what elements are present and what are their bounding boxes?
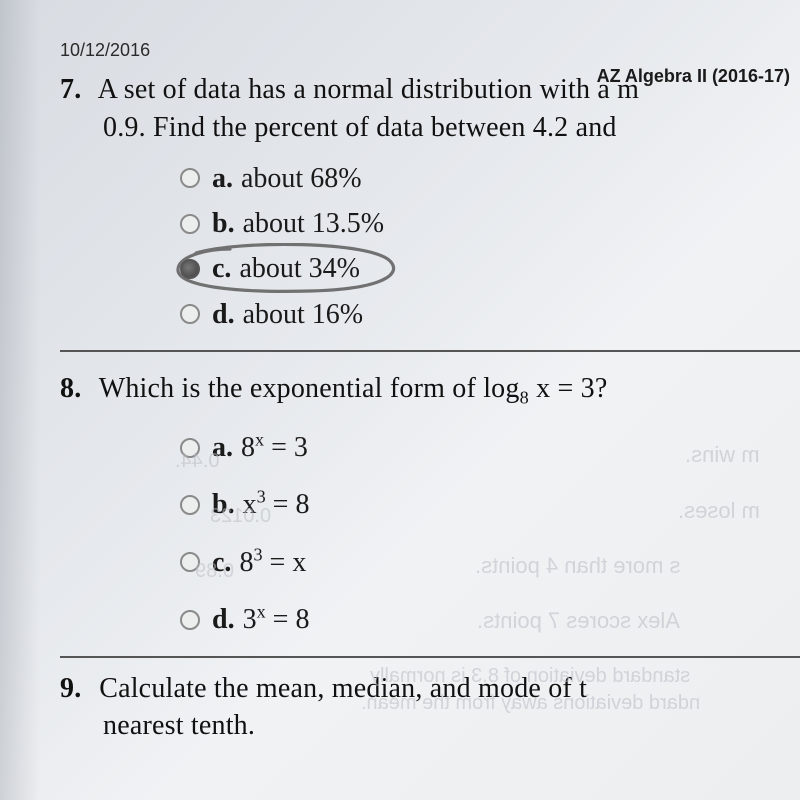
page-edge-shadow (0, 0, 40, 800)
course-header: AZ Algebra II (2016-17) (597, 66, 790, 87)
option-letter: a. (212, 157, 233, 200)
divider (60, 350, 800, 352)
date-header: 10/12/2016 (60, 40, 800, 61)
q7-line2: 0.9. Find the percent of data between 4.… (103, 109, 800, 147)
q7-text-line1: A set of data has a normal distribution … (98, 74, 640, 105)
q9-line2: nearest tenth. (103, 707, 800, 745)
q8-stem-mid: x = 3? (529, 373, 608, 404)
q8-option-b[interactable]: b. x3 = 8 (180, 483, 800, 526)
q8-option-c[interactable]: c. 83 = x (180, 541, 800, 584)
option-letter: d. (212, 293, 235, 336)
option-math: 8x = 3 (241, 426, 308, 469)
q8-options: a. 8x = 3 b. x3 = 8 c. 83 = x (180, 426, 800, 642)
q8-stem: 8. Which is the exponential form of log8… (60, 370, 800, 408)
radio-icon (180, 495, 200, 515)
option-math: x3 = 8 (243, 483, 310, 526)
q8-option-d[interactable]: d. 3x = 8 (180, 598, 800, 641)
q8-number: 8. (60, 370, 92, 408)
q9-number: 9. (60, 670, 92, 708)
option-math: 83 = x (239, 541, 306, 584)
radio-icon (180, 168, 200, 188)
radio-icon (180, 259, 200, 279)
q7-options: a. about 68% b. about 13.5% c. about 34%… (180, 157, 800, 337)
radio-icon (180, 610, 200, 630)
option-text: about 13.5% (243, 202, 385, 245)
option-letter: b. (212, 202, 235, 245)
option-text: about 68% (241, 157, 362, 200)
radio-icon (180, 552, 200, 572)
q7-option-a[interactable]: a. about 68% (180, 157, 800, 200)
q9-text-line2: nearest tenth. (103, 710, 255, 741)
option-letter: b. (212, 483, 235, 526)
option-letter: d. (212, 598, 235, 641)
radio-icon (180, 214, 200, 234)
q7-option-b[interactable]: b. about 13.5% (180, 202, 800, 245)
question-9: 9. Calculate the mean, median, and mode … (60, 670, 800, 746)
worksheet-page: 10/12/2016 AZ Algebra II (2016-17) 7. A … (0, 0, 800, 800)
q7-option-c[interactable]: c. about 34% (180, 247, 800, 290)
q8-stem-prefix: Which is the exponential form of log (99, 373, 520, 404)
q9-text-line1: Calculate the mean, median, and mode of … (99, 673, 587, 704)
q7-number: 7. (60, 71, 92, 109)
question-8: 8. Which is the exponential form of log8… (60, 370, 800, 641)
option-text: about 34% (239, 247, 360, 290)
option-math: 3x = 8 (243, 598, 310, 641)
q7-text-line2: 0.9. Find the percent of data between 4.… (103, 112, 617, 143)
q8-option-a[interactable]: a. 8x = 3 (180, 426, 800, 469)
option-letter: c. (212, 541, 231, 584)
option-text: about 16% (243, 293, 364, 336)
radio-icon (180, 438, 200, 458)
q8-log-base: 8 (520, 388, 529, 408)
q9-line1: 9. Calculate the mean, median, and mode … (60, 670, 800, 708)
question-7: 7. A set of data has a normal distributi… (60, 71, 800, 336)
divider (60, 656, 800, 658)
option-letter: c. (212, 247, 231, 290)
option-letter: a. (212, 426, 233, 469)
radio-icon (180, 304, 200, 324)
q7-option-d[interactable]: d. about 16% (180, 293, 800, 336)
